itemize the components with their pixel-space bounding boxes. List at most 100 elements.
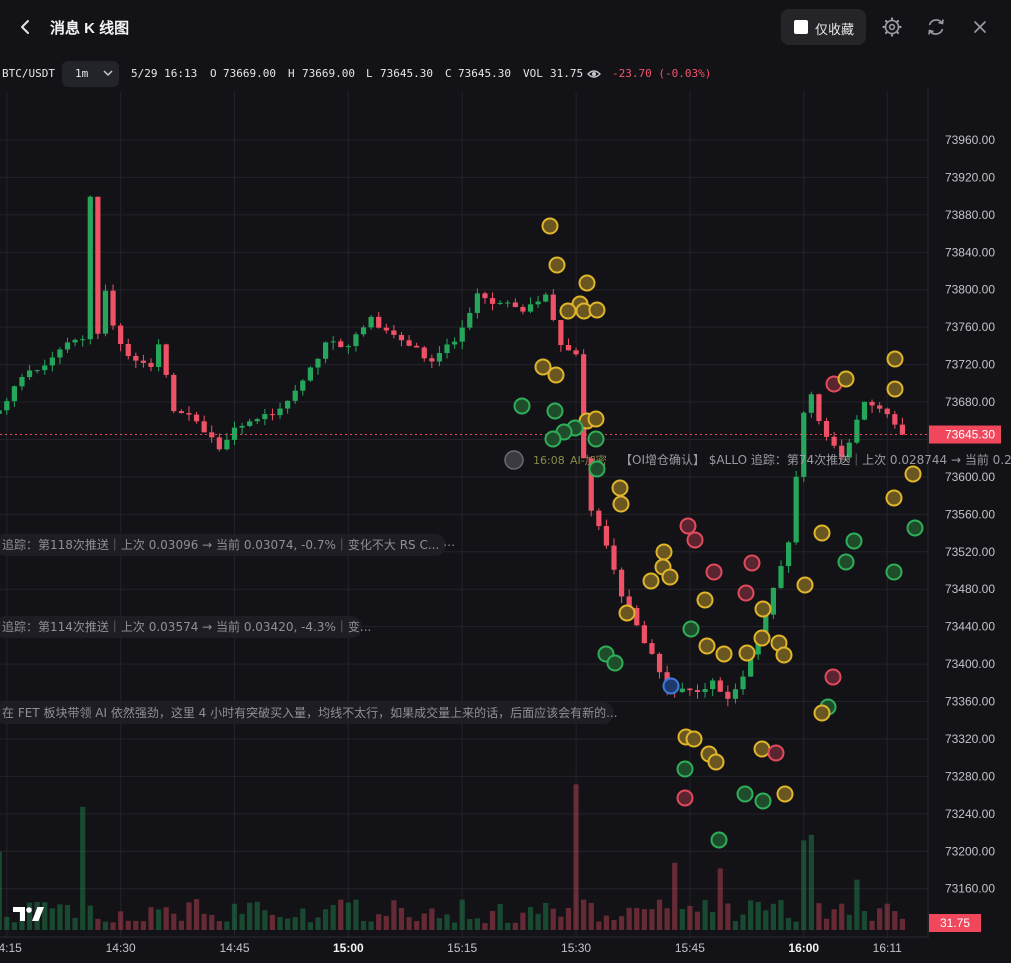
candle-body — [368, 316, 374, 328]
refresh-button[interactable] — [923, 14, 949, 40]
news-marker-icon — [754, 600, 772, 618]
settings-button[interactable] — [879, 14, 905, 40]
candle-body — [171, 374, 177, 412]
candle-body — [611, 545, 617, 570]
candle-body — [345, 346, 351, 348]
candle-body — [839, 445, 845, 458]
candle-body — [57, 349, 63, 358]
candle-body — [884, 408, 890, 415]
candle-body — [34, 370, 40, 372]
candle-body — [72, 339, 78, 343]
candle-body — [626, 596, 632, 609]
news-marker-icon — [534, 358, 552, 376]
volume-bar — [755, 901, 761, 930]
candle-body — [216, 437, 222, 450]
news-marker-icon — [686, 531, 704, 549]
news-marker-icon — [705, 563, 723, 581]
volume-value: 31.75 — [550, 67, 584, 80]
volume-bar — [156, 909, 162, 930]
price-tick-label: 73960.00 — [945, 133, 995, 147]
volume-bar — [899, 918, 906, 930]
time-tick-label: 15:00 — [333, 941, 364, 955]
volume-bar — [467, 919, 473, 930]
volume-bar — [839, 903, 845, 930]
volume-bar — [429, 908, 435, 930]
candle-body — [414, 345, 420, 348]
news-marker-icon — [655, 543, 673, 561]
candle-body — [702, 689, 708, 693]
checkbox[interactable] — [794, 20, 808, 34]
candle-body — [489, 298, 496, 304]
candle-body — [861, 401, 868, 420]
price-tick-label: 73360.00 — [945, 695, 995, 709]
price-tick-label: 73600.00 — [945, 470, 995, 484]
volume-bar — [641, 909, 647, 930]
volume-bar — [732, 921, 739, 930]
close-button[interactable] — [967, 14, 993, 40]
close-value: 73645.30 — [458, 67, 511, 80]
candle-body — [823, 421, 830, 437]
favorites-only-label: 仅收藏 — [815, 22, 855, 37]
news-marker-icon — [886, 350, 904, 368]
volume-bar — [679, 909, 685, 930]
last-price-label: 73645.30 — [945, 428, 995, 442]
volume-bar — [725, 903, 731, 930]
news-marker-icon — [682, 620, 700, 638]
eye-icon[interactable] — [587, 68, 601, 80]
volume-bar — [816, 903, 822, 930]
candle-body — [641, 625, 647, 644]
volume-bar — [398, 907, 405, 930]
volume-bar — [406, 917, 412, 930]
candle-body — [687, 688, 693, 691]
candle-body — [277, 408, 283, 416]
candle-body — [0, 410, 2, 414]
candle-body — [398, 334, 405, 341]
price-tick-label: 73880.00 — [945, 208, 995, 222]
volume-bar — [216, 921, 222, 930]
candle-body — [262, 414, 268, 420]
volume-bar — [687, 905, 693, 930]
candle-body — [224, 439, 230, 450]
volume-bar — [345, 902, 351, 930]
ohlc-info-bar: BTC/USDT 1m 5/29 16:13 O 73669.00 H 7366… — [0, 60, 1011, 88]
volume-bar — [87, 905, 93, 930]
candle-body — [596, 510, 602, 527]
volume-bar — [72, 917, 78, 930]
candle-body — [330, 341, 336, 343]
high-value: 73669.00 — [302, 67, 355, 80]
news-marker-icon — [837, 370, 855, 388]
news-marker-icon — [588, 460, 606, 478]
timeframe-select[interactable]: 1m — [62, 61, 119, 87]
low-value: 73645.30 — [380, 67, 433, 80]
news-marker-icon — [710, 831, 728, 849]
open-label: O — [210, 67, 217, 80]
volume-bar — [550, 908, 556, 930]
candle-body — [573, 350, 579, 355]
favorites-only-toggle[interactable]: 仅收藏 — [781, 9, 866, 45]
candle-body — [717, 680, 723, 692]
news-marker-icon — [541, 217, 559, 235]
news-marker-icon — [753, 740, 771, 758]
volume-bar — [785, 917, 792, 930]
news-marker-icon — [587, 430, 605, 448]
volume-bar — [133, 920, 139, 930]
candle-body — [656, 653, 663, 673]
news-marker-icon — [676, 760, 694, 778]
volume-bar — [57, 904, 63, 930]
candle-body — [558, 319, 564, 346]
volume-bar — [186, 902, 192, 930]
back-button[interactable] — [14, 14, 38, 40]
candle-body — [694, 690, 701, 693]
news-marker-icon — [904, 465, 922, 483]
news-marker-icon — [696, 591, 714, 609]
volume-bar — [770, 903, 776, 930]
news-marker-icon — [837, 553, 855, 571]
candle-body — [186, 413, 192, 415]
candle-body — [42, 365, 48, 371]
candlestick-chart[interactable]: 追踪：第118次推送｜上次 0.03096 → 当前 0.03074, -0.7… — [0, 88, 1011, 963]
news-tooltip-bg — [0, 534, 446, 556]
candle-body — [87, 196, 93, 340]
candle-body — [391, 330, 397, 335]
volume-bar — [269, 914, 276, 930]
price-tick-label: 73800.00 — [945, 283, 995, 297]
